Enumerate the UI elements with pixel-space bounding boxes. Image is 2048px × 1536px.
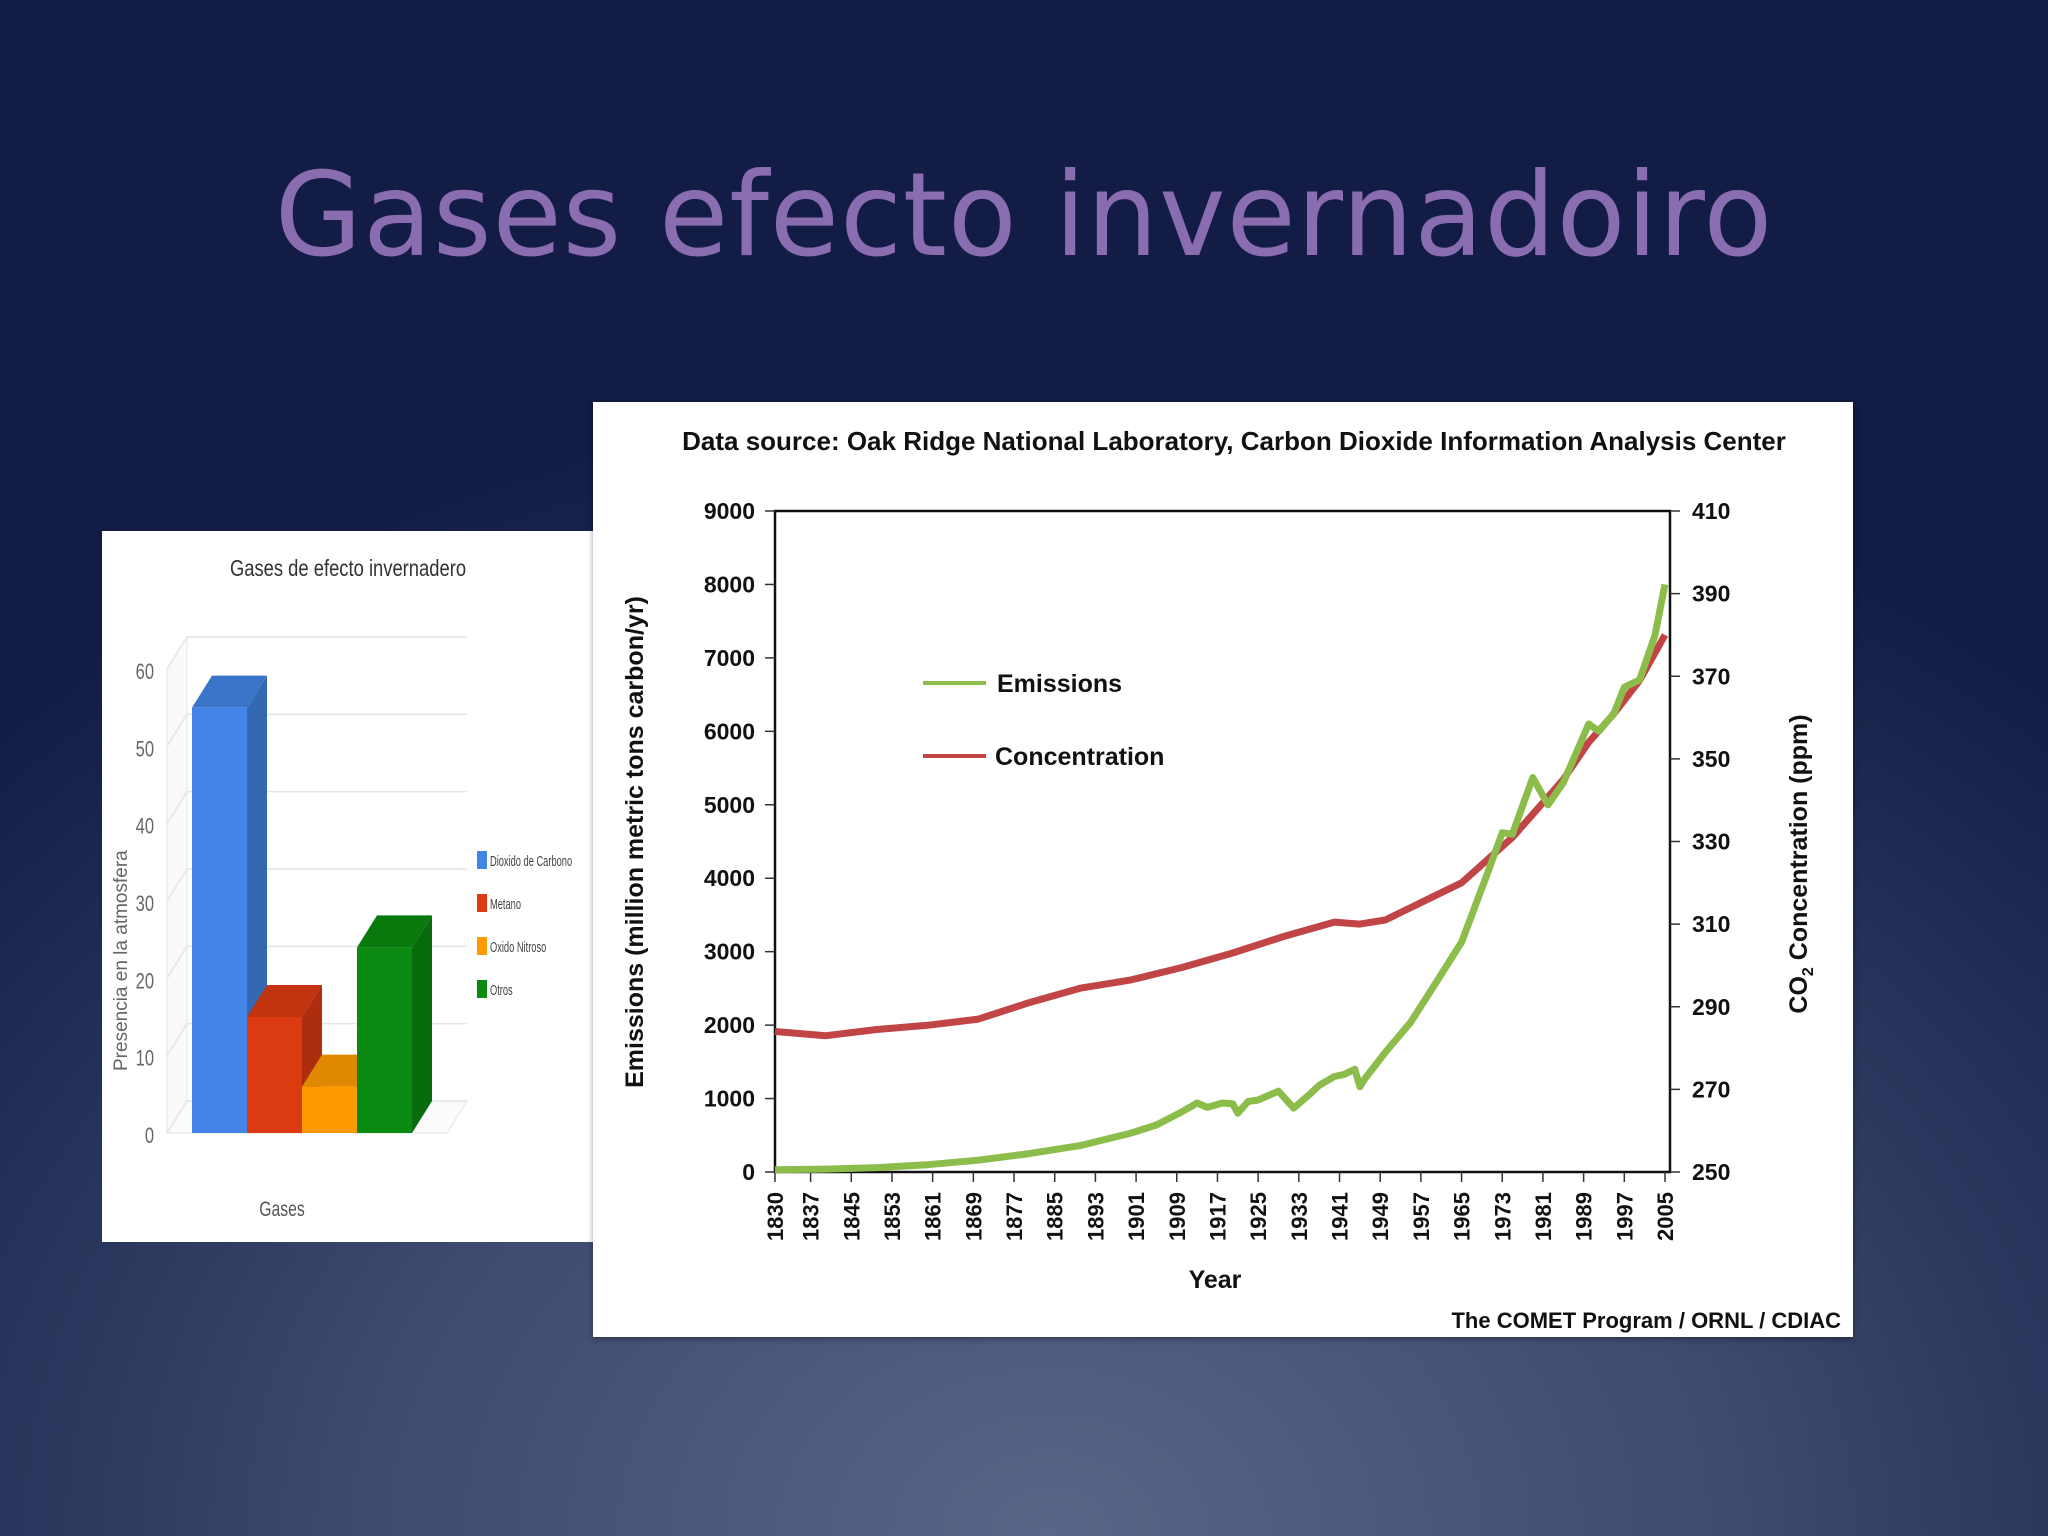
x-tick-label: 2005 <box>1653 1192 1678 1241</box>
bar-chart-x-label: Gases <box>259 1197 304 1221</box>
left-y-tick-label: 8000 <box>704 571 755 597</box>
right-y-tick-label: 350 <box>1692 746 1730 772</box>
bar-legend-label: Oxido Nitroso <box>490 939 546 956</box>
line-chart-panel: Data source: Oak Ridge National Laborato… <box>593 402 1853 1337</box>
right-y-tick-label: 410 <box>1692 498 1730 524</box>
legend-swatch <box>477 894 487 912</box>
legend-swatch <box>477 851 487 869</box>
concentration-line <box>774 633 1669 1040</box>
data-source-caption: Data source: Oak Ridge National Laborato… <box>682 426 1786 456</box>
bar-legend-item: Oxido Nitroso <box>477 937 546 956</box>
x-tick-label: 1845 <box>839 1192 864 1241</box>
x-tick-label: 1869 <box>961 1192 986 1241</box>
right-y-tick-label: 330 <box>1692 829 1730 855</box>
x-tick-label: 1909 <box>1165 1192 1190 1241</box>
x-tick-label: 1917 <box>1205 1192 1230 1241</box>
bar-chart-panel: Gases de efecto invernadero 0 10 20 30 40 50 6… <box>102 531 600 1242</box>
bar-1 <box>192 675 267 1133</box>
bar-legend-item: Otros <box>477 980 513 999</box>
right-y-label-co: CO <box>1785 976 1813 1014</box>
x-tick-label: 1957 <box>1409 1192 1434 1241</box>
left-y-tick-label: 6000 <box>704 718 755 744</box>
x-tick-label: 1877 <box>1002 1192 1027 1241</box>
right-y-label-rest: Concentration (ppm) <box>1785 714 1813 967</box>
bar-chart-y-label: Presencia en la atmosfera <box>111 850 132 1071</box>
bar-chart-y-tick: 10 <box>136 1046 155 1071</box>
left-y-tick-label: 5000 <box>704 792 755 818</box>
left-y-tick-label: 0 <box>742 1159 755 1185</box>
bar-chart-y-tick: 30 <box>136 892 155 917</box>
x-tick-label: 1941 <box>1328 1192 1353 1241</box>
right-y-tick-label: 390 <box>1692 581 1730 607</box>
left-y-tick-label: 2000 <box>704 1012 755 1038</box>
legend-emissions-label: Emissions <box>997 670 1122 698</box>
left-y-axis-ticks: 0 1000 2000 3000 4000 5000 6000 7000 8000 9000 <box>704 498 775 1185</box>
bar-chart-y-ticks: 0 10 20 30 40 50 60 <box>136 660 155 1149</box>
line-chart-legend: Emissions Concentration <box>923 670 1164 771</box>
bar-chart-y-tick: 50 <box>136 737 155 762</box>
left-y-tick-label: 3000 <box>704 939 755 965</box>
x-tick-label: 1861 <box>921 1192 946 1241</box>
x-tick-label: 1901 <box>1124 1192 1149 1241</box>
bar-chart: Gases de efecto invernadero 0 10 20 30 40 50 6… <box>111 556 572 1221</box>
bar-chart-legend: Dioxido de Carbono Metano Oxido Nitroso Otr… <box>477 851 572 999</box>
right-y-tick-label: 270 <box>1692 1076 1730 1102</box>
legend-swatch <box>477 937 487 955</box>
x-tick-label: 1830 <box>763 1192 788 1241</box>
bar-4 <box>357 915 432 1133</box>
bar-legend-item: Metano <box>477 894 521 913</box>
x-tick-label: 1973 <box>1490 1192 1515 1241</box>
bar-chart-y-tick: 0 <box>145 1124 154 1149</box>
bar-chart-y-tick: 40 <box>136 814 155 839</box>
bar-chart-y-tick: 20 <box>136 969 155 994</box>
slide-title: Gases efecto invernadoiro <box>274 148 1774 283</box>
bar-legend-label: Metano <box>490 896 521 913</box>
legend-concentration-label: Concentration <box>995 743 1164 771</box>
x-axis-label: Year <box>1189 1266 1242 1294</box>
x-tick-label: 1853 <box>880 1192 905 1241</box>
x-tick-label: 1925 <box>1246 1192 1271 1241</box>
bar-chart-title: Gases de efecto invernadero <box>230 556 466 581</box>
left-y-tick-label: 7000 <box>704 645 755 671</box>
right-y-tick-label: 310 <box>1692 911 1730 937</box>
bar-chart-bars <box>192 675 432 1133</box>
right-y-tick-label: 290 <box>1692 994 1730 1020</box>
x-tick-label: 1989 <box>1572 1192 1597 1241</box>
right-y-tick-label: 250 <box>1692 1159 1730 1185</box>
line-chart: Data source: Oak Ridge National Laborato… <box>621 426 1841 1333</box>
credit-caption: The COMET Program / ORNL / CDIAC <box>1451 1308 1841 1333</box>
right-y-axis-ticks: 250 270 290 310 330 350 370 390 410 <box>1670 498 1730 1185</box>
x-tick-label: 1965 <box>1450 1192 1475 1241</box>
x-tick-label: 1885 <box>1043 1192 1068 1241</box>
legend-swatch <box>477 980 487 998</box>
left-y-tick-label: 9000 <box>704 498 755 524</box>
right-y-tick-label: 370 <box>1692 663 1730 689</box>
x-axis-ticks: 1830 1837 1845 1853 1861 1869 1877 1885 1893 1901… <box>763 1172 1678 1241</box>
x-tick-label: 1933 <box>1287 1192 1312 1241</box>
bar-legend-label: Dioxido de Carbono <box>490 853 572 870</box>
x-tick-label: 1837 <box>799 1192 824 1241</box>
bar-legend-item: Dioxido de Carbono <box>477 851 572 870</box>
bar-chart-y-tick: 60 <box>136 660 155 685</box>
right-y-label-subscript: 2 <box>1800 967 1817 976</box>
emissions-line <box>774 583 1669 1174</box>
left-y-axis-label: Emissions (million metric tons carbon/yr… <box>621 596 649 1088</box>
line-chart-axes <box>773 509 1672 1174</box>
bar-legend-label: Otros <box>490 982 513 999</box>
left-y-tick-label: 4000 <box>704 865 755 891</box>
x-tick-label: 1949 <box>1368 1192 1393 1241</box>
x-tick-label: 1997 <box>1612 1192 1637 1241</box>
right-y-axis-label: CO2 Concentration (ppm) <box>1785 714 1817 1013</box>
x-tick-label: 1893 <box>1083 1192 1108 1241</box>
left-y-tick-label: 1000 <box>704 1086 755 1112</box>
x-tick-label: 1981 <box>1531 1192 1556 1241</box>
